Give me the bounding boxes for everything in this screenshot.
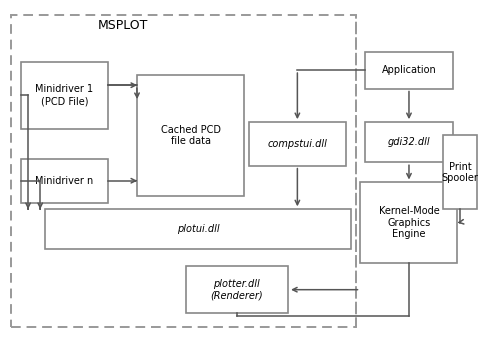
Text: compstui.dll: compstui.dll — [267, 139, 327, 149]
Text: plotui.dll: plotui.dll — [177, 224, 219, 234]
Text: Print
Spooler: Print Spooler — [442, 162, 478, 183]
Text: Cached PCD
file data: Cached PCD file data — [161, 125, 221, 146]
Text: plotter.dll
(Renderer): plotter.dll (Renderer) — [210, 279, 263, 300]
FancyBboxPatch shape — [443, 136, 477, 209]
FancyBboxPatch shape — [21, 62, 108, 129]
FancyBboxPatch shape — [366, 122, 453, 162]
Text: Minidriver 1
(PCD File): Minidriver 1 (PCD File) — [36, 84, 94, 106]
Text: MSPLOT: MSPLOT — [98, 19, 148, 31]
FancyBboxPatch shape — [45, 209, 351, 249]
FancyBboxPatch shape — [249, 122, 346, 166]
Text: Kernel-Mode
Graphics
Engine: Kernel-Mode Graphics Engine — [379, 206, 439, 239]
FancyBboxPatch shape — [21, 159, 108, 202]
FancyBboxPatch shape — [366, 52, 453, 89]
Text: Minidriver n: Minidriver n — [35, 176, 94, 186]
FancyBboxPatch shape — [186, 266, 287, 313]
Text: gdi32.dll: gdi32.dll — [387, 137, 430, 147]
Text: Application: Application — [382, 65, 436, 75]
FancyBboxPatch shape — [137, 75, 244, 196]
FancyBboxPatch shape — [361, 183, 457, 263]
